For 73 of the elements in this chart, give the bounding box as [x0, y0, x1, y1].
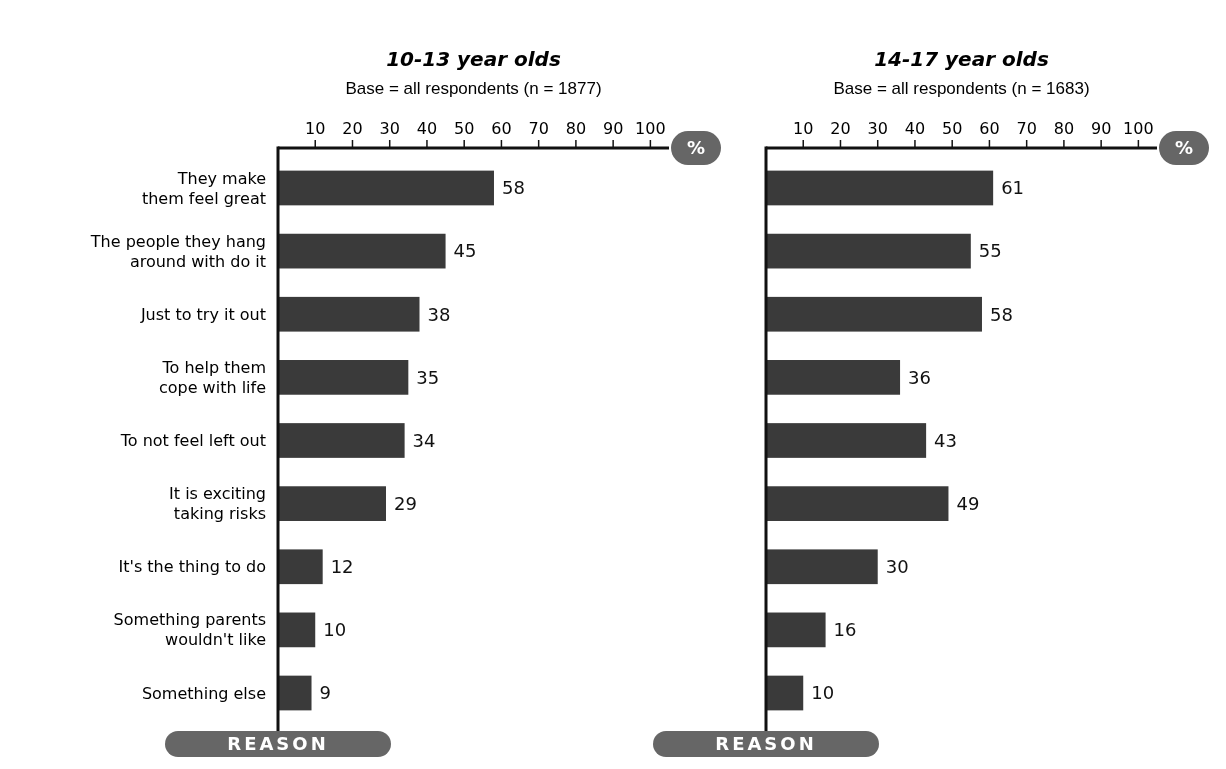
data-label: 34	[412, 429, 436, 451]
x-tick-label: 50	[942, 119, 963, 138]
x-tick-label: 70	[1016, 119, 1037, 138]
y-tick-label: Something else	[141, 683, 266, 703]
y-axis-title: REASON	[227, 733, 329, 754]
y-tick-label: Something parents wouldn't like	[113, 610, 266, 650]
data-label: 35	[416, 366, 440, 388]
x-tick-label: 80	[565, 119, 587, 138]
data-label: 30	[885, 556, 909, 578]
y-axis-title: REASON	[715, 733, 817, 754]
bar	[766, 233, 971, 269]
y-tick-label: They make them feel great	[141, 168, 266, 208]
data-label: 9	[319, 682, 331, 704]
chart-subtitle: Base = all respondents (n = 1877)	[345, 79, 602, 98]
chart-subtitle: Base = all respondents (n = 1683)	[833, 79, 1090, 98]
x-tick-label: 40	[904, 119, 926, 138]
data-label: 29	[393, 492, 417, 514]
data-label: 12	[330, 556, 354, 578]
data-label: 49	[956, 492, 980, 514]
bar	[766, 612, 826, 648]
x-tick-label: 10	[305, 119, 326, 138]
bar	[278, 612, 316, 648]
data-label: 45	[453, 240, 477, 262]
bar	[766, 675, 804, 711]
data-label: 55	[978, 240, 1002, 262]
bar	[766, 170, 994, 206]
x-tick-label: 10	[793, 119, 814, 138]
data-label: 16	[833, 619, 857, 641]
x-axis-title: %	[1174, 137, 1194, 159]
x-tick-label: 70	[528, 119, 549, 138]
data-label: 58	[501, 177, 525, 199]
bar	[278, 675, 312, 711]
y-tick-label: The people they hang around with do it	[89, 231, 266, 271]
y-tick-label: It's the thing to do	[118, 557, 266, 577]
y-tick-label: To help them cope with life	[158, 357, 266, 397]
data-label: 10	[811, 682, 835, 704]
data-label: 38	[427, 303, 451, 325]
x-tick-label: 100	[1123, 119, 1154, 138]
data-label: 36	[908, 366, 931, 388]
data-label: 61	[1001, 177, 1025, 199]
bar	[278, 296, 420, 332]
bar	[766, 423, 927, 458]
x-axis-title: %	[686, 137, 706, 159]
x-tick-label: 40	[416, 119, 438, 138]
y-tick-label: Just to try it out	[139, 304, 266, 324]
x-tick-label: 50	[454, 119, 475, 138]
bar	[766, 296, 982, 332]
bar	[278, 170, 494, 206]
x-tick-label: 30	[379, 119, 400, 138]
x-tick-label: 20	[830, 119, 851, 138]
bar	[278, 423, 405, 458]
x-tick-label: 20	[342, 119, 363, 138]
bar	[278, 233, 446, 269]
x-tick-label: 80	[1053, 119, 1075, 138]
x-tick-label: 60	[979, 119, 1000, 138]
data-label: 10	[323, 619, 347, 641]
x-tick-label: 60	[491, 119, 512, 138]
bar	[278, 549, 323, 585]
x-tick-label: 90	[602, 119, 624, 138]
bar	[766, 486, 949, 521]
bar	[278, 486, 386, 521]
bar	[766, 360, 901, 395]
y-tick-label: It is exciting taking risks	[169, 484, 266, 524]
data-label: 58	[989, 303, 1013, 325]
x-tick-label: 90	[1090, 119, 1112, 138]
x-tick-label: 30	[867, 119, 888, 138]
data-label: 43	[934, 429, 958, 451]
y-tick-label: To not feel left out	[119, 431, 266, 451]
bar	[278, 360, 409, 395]
chart-title: 14-17 year olds	[874, 47, 1049, 71]
chart-title: 10-13 year olds	[386, 47, 561, 71]
bar	[766, 549, 878, 585]
x-tick-label: 100	[635, 119, 666, 138]
